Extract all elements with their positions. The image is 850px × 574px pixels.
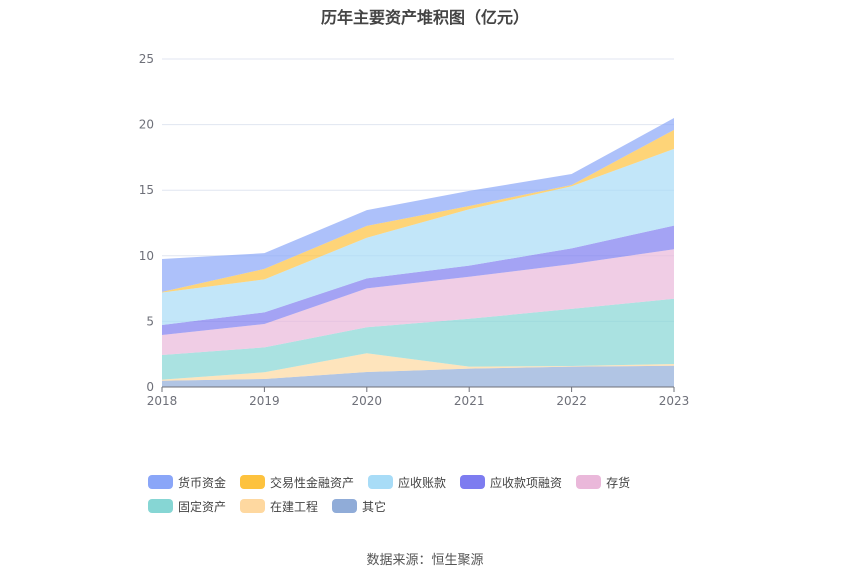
legend-swatch [148, 499, 173, 513]
legend-label: 存货 [606, 475, 631, 490]
legend: 货币资金 交易性金融资产 应收账款 应收款项融资 存货固定资产 在建工程 其它 [148, 473, 728, 515]
x-tick-label: 2021 [454, 394, 485, 408]
legend-label: 其它 [362, 499, 387, 514]
x-tick-label: 2022 [556, 394, 587, 408]
area-货币资金 [162, 118, 674, 292]
legend-label: 应收账款 [398, 475, 447, 490]
y-tick-label: 10 [139, 249, 154, 263]
legend-swatch [332, 499, 358, 513]
y-tick-label: 5 [146, 314, 154, 328]
legend-item[interactable]: 货币资金 [148, 473, 226, 491]
area-应收款项融资 [162, 225, 674, 336]
legend-item[interactable]: 应收账款 [368, 473, 446, 491]
legend-item[interactable]: 应收款项融资 [460, 473, 562, 491]
legend-swatch [240, 475, 266, 489]
legend-label: 固定资产 [178, 499, 227, 514]
y-tick-label: 0 [146, 380, 154, 394]
legend-item[interactable]: 其它 [332, 497, 386, 515]
legend-swatch [368, 475, 394, 489]
area-其它 [162, 365, 674, 387]
legend-label: 应收款项融资 [490, 475, 563, 490]
legend-label: 交易性金融资产 [270, 475, 355, 490]
chart-title: 历年主要资产堆积图（亿元） [320, 8, 529, 27]
y-tick-label: 15 [139, 183, 154, 197]
legend-label: 货币资金 [178, 475, 227, 490]
legend-label: 在建工程 [270, 499, 319, 514]
source-note: 数据来源：恒生聚源 [366, 553, 484, 568]
y-tick-label: 25 [139, 52, 154, 66]
legend-swatch [240, 499, 266, 513]
x-tick-label: 2018 [147, 394, 178, 408]
legend-swatch [460, 475, 486, 489]
legend-swatch [576, 475, 602, 489]
area-应收账款 [162, 148, 674, 325]
x-tick-label: 2020 [352, 394, 383, 408]
area-存货 [162, 249, 674, 355]
legend-item[interactable]: 存货 [576, 473, 630, 491]
area-固定资产 [162, 298, 674, 380]
legend-item[interactable]: 交易性金融资产 [240, 473, 354, 491]
legend-item[interactable]: 在建工程 [240, 497, 318, 515]
y-tick-label: 20 [139, 118, 154, 132]
x-tick-label: 2023 [659, 394, 690, 408]
legend-swatch [148, 475, 173, 489]
x-tick-label: 2019 [249, 394, 280, 408]
area-在建工程 [162, 353, 674, 381]
legend-item[interactable]: 固定资产 [148, 497, 226, 515]
